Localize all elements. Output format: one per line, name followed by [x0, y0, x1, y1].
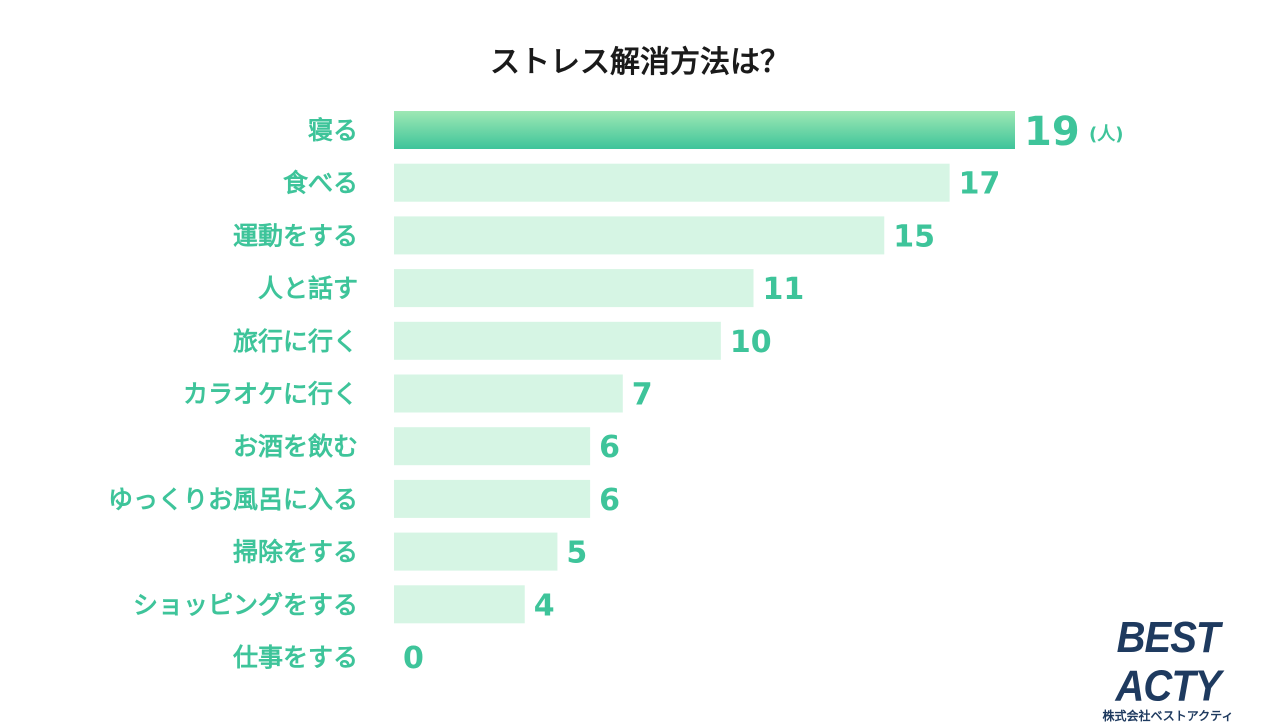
value-label: 0: [403, 641, 424, 676]
bar: [394, 585, 525, 624]
category-label: 人と話す: [258, 274, 358, 303]
value-label: 6: [599, 430, 620, 465]
bar: [394, 532, 558, 571]
value-label: 10: [730, 325, 772, 360]
brand-logo: BEST ACTY 株式会社ベストアクティ: [1068, 614, 1268, 724]
category-label: 食べる: [283, 169, 358, 198]
value-label: 4: [534, 588, 555, 623]
brand-name: BEST ACTY: [1115, 613, 1222, 711]
value-label: 15: [893, 219, 935, 254]
bar: [394, 321, 721, 360]
value-label: 7: [632, 378, 653, 413]
category-label: お酒を飲む: [233, 432, 358, 461]
value-label: 6: [599, 483, 620, 518]
bars-group: 寝る 19 (人) 食べる 17 運動をする 15 人と話す 11 旅行に行く 10 カラオケに行く 7…: [108, 109, 1123, 676]
bar: [394, 216, 885, 255]
bar: [394, 163, 950, 202]
value-label: 11: [763, 272, 805, 307]
value-label: 17: [959, 167, 1001, 202]
category-label: カラオケに行く: [183, 380, 358, 409]
bar: [394, 427, 591, 466]
category-label: ゆっくりお風呂に入る: [108, 485, 358, 514]
category-label: 掃除をする: [233, 538, 358, 567]
bar: [394, 111, 1015, 149]
bar: [394, 374, 623, 413]
bar: [394, 479, 591, 518]
chart-title: ストレス解消方法は？: [490, 45, 790, 80]
value-label: 19: [1024, 109, 1080, 155]
category-label: 仕事をする: [232, 643, 358, 672]
category-label: 旅行に行く: [233, 327, 358, 356]
bar: [394, 269, 754, 308]
unit-label: (人): [1089, 124, 1123, 145]
category-label: ショッピングをする: [133, 590, 358, 619]
category-label: 寝る: [308, 116, 358, 145]
category-label: 運動をする: [233, 221, 358, 250]
value-label: 5: [566, 536, 587, 571]
